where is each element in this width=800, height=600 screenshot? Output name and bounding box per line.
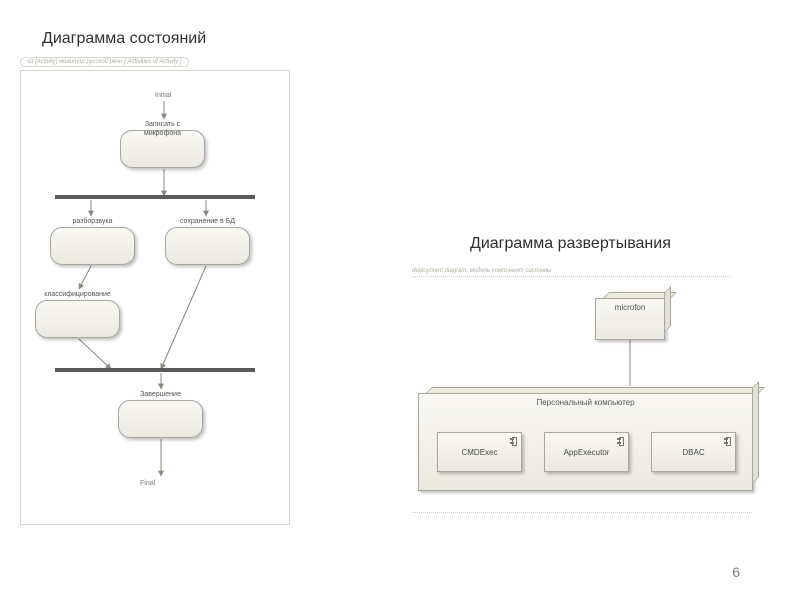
state-label: сохранение в БД xyxy=(166,217,249,226)
state-node: классифицирование xyxy=(35,300,120,338)
page-number: 6 xyxy=(732,564,740,580)
state-diagram-title: Диаграмма состояний xyxy=(42,30,206,48)
deployment-node-title: microfon xyxy=(596,303,664,312)
state-label: Записать смикрофона xyxy=(121,120,204,138)
deployment-divider xyxy=(412,512,752,513)
state-label: разборзвука xyxy=(51,217,134,226)
pseudostate-label: Final xyxy=(140,480,155,487)
component-node: AppExecutor xyxy=(544,432,629,472)
deployment-caption: deployment diagram: модель компонент сис… xyxy=(412,268,732,277)
component-icon xyxy=(617,437,624,446)
sync-bar xyxy=(55,195,255,199)
deployment-node: microfon xyxy=(595,298,665,340)
deployment-diagram-title: Диаграмма развертывания xyxy=(470,235,671,253)
state-label: классифицирование xyxy=(36,290,119,299)
component-node: CMDExec xyxy=(437,432,522,472)
state-node: Завершение xyxy=(118,400,203,438)
component-label: AppExecutor xyxy=(564,448,610,457)
component-icon xyxy=(510,437,517,446)
component-node: DBAC xyxy=(651,432,736,472)
state-label: Завершение xyxy=(119,390,202,399)
state-panel-tab: sd [Activity] монитор русской речи [ Act… xyxy=(20,57,189,67)
pseudostate-label: Initial xyxy=(155,92,171,99)
sync-bar xyxy=(55,368,255,372)
component-icon xyxy=(724,437,731,446)
state-node: сохранение в БД xyxy=(165,227,250,265)
deployment-node-title: Персональный компьютер xyxy=(419,398,752,407)
component-label: DBAC xyxy=(682,448,704,457)
state-node: Записать смикрофона xyxy=(120,130,205,168)
state-node: разборзвука xyxy=(50,227,135,265)
component-label: CMDExec xyxy=(461,448,497,457)
